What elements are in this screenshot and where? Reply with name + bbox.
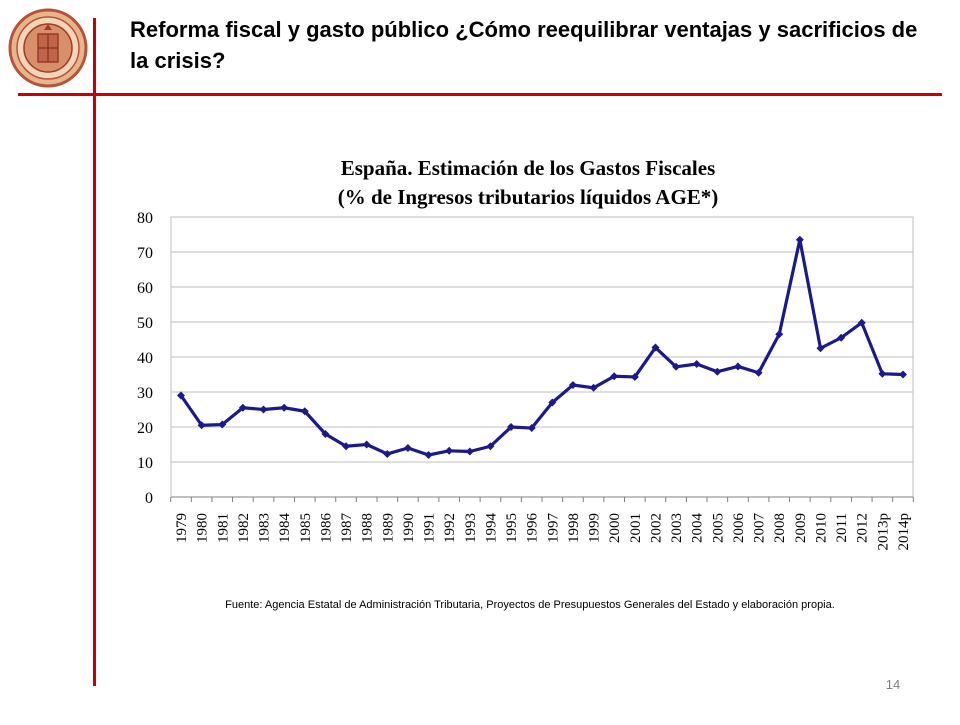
- y-tick-label-60: 60: [137, 280, 153, 297]
- x-tick-label-1999: 1999: [587, 513, 603, 543]
- x-tick-label-2007: 2007: [752, 513, 768, 544]
- data-point-1999: [589, 383, 598, 392]
- data-point-1986: [321, 430, 330, 438]
- x-tick-label-1981: 1981: [215, 513, 231, 543]
- data-point-1993: [465, 447, 474, 456]
- x-tick-label-2013p: 2013p: [875, 513, 891, 551]
- x-tick-label-1997: 1997: [545, 513, 561, 544]
- chart-subtitle: (% de Ingresos tributarios líquidos AGE*…: [338, 185, 719, 209]
- data-point-1987: [342, 442, 351, 451]
- x-tick-label-1979: 1979: [174, 513, 190, 543]
- x-tick-label-2002: 2002: [648, 513, 664, 543]
- data-point-1983: [259, 405, 268, 414]
- x-tick-label-1991: 1991: [422, 513, 438, 543]
- page-number: 14: [885, 677, 901, 692]
- x-tick-label-2003: 2003: [669, 513, 685, 543]
- y-tick-label-50: 50: [137, 315, 153, 332]
- x-tick-label-1998: 1998: [566, 513, 582, 543]
- x-tick-label-2006: 2006: [731, 513, 747, 544]
- data-point-2014p: [899, 370, 907, 379]
- x-tick-label-2000: 2000: [607, 513, 623, 543]
- data-point-2003: [672, 362, 681, 371]
- y-tick-label-0: 0: [145, 490, 153, 507]
- university-seal-logo: [8, 8, 88, 88]
- slide-title: Reforma fiscal y gasto público ¿Cómo ree…: [130, 17, 918, 73]
- x-tick-label-2005: 2005: [710, 513, 726, 543]
- x-tick-label-2011: 2011: [834, 513, 850, 542]
- data-point-1994: [486, 442, 495, 451]
- data-point-2005: [713, 367, 722, 376]
- chart-title: España. Estimación de los Gastos Fiscale…: [341, 156, 716, 180]
- data-point-2009: [795, 235, 804, 244]
- x-tick-label-1992: 1992: [442, 513, 458, 543]
- data-point-2007: [754, 368, 763, 377]
- y-tick-label-30: 30: [137, 385, 153, 402]
- data-point-2008: [775, 330, 784, 339]
- data-point-2004: [692, 360, 701, 368]
- data-point-1984: [280, 403, 289, 412]
- y-tick-label-20: 20: [137, 420, 153, 437]
- data-point-2012: [857, 318, 866, 327]
- data-point-2000: [610, 372, 619, 381]
- data-point-1979: [177, 391, 185, 400]
- x-tick-label-2010: 2010: [813, 513, 829, 543]
- x-tick-label-1988: 1988: [360, 513, 376, 543]
- data-point-1985: [300, 407, 309, 416]
- x-tick-label-1993: 1993: [463, 513, 479, 543]
- data-point-2001: [630, 372, 639, 381]
- x-tick-label-2008: 2008: [772, 513, 788, 543]
- data-point-1980: [197, 421, 206, 430]
- x-tick-label-1996: 1996: [525, 513, 541, 544]
- data-point-2011: [837, 333, 846, 342]
- horizontal-accent-rule: [18, 93, 942, 96]
- data-point-2002: [651, 343, 660, 352]
- x-tick-label-1987: 1987: [339, 513, 355, 544]
- data-point-2013p: [878, 369, 887, 378]
- x-tick-label-2009: 2009: [793, 513, 809, 543]
- x-tick-label-1982: 1982: [236, 513, 252, 543]
- x-tick-label-2004: 2004: [690, 513, 706, 544]
- source-note: Fuente: Agencia Estatal de Administració…: [225, 599, 835, 611]
- x-tick-label-1990: 1990: [401, 513, 417, 543]
- data-point-2006: [733, 362, 742, 371]
- x-tick-label-1984: 1984: [277, 513, 293, 544]
- x-tick-label-1983: 1983: [257, 513, 273, 543]
- x-tick-label-1995: 1995: [504, 513, 520, 543]
- y-tick-label-70: 70: [137, 245, 153, 262]
- data-point-1992: [445, 446, 454, 455]
- x-tick-label-1980: 1980: [195, 513, 211, 543]
- vertical-accent-rule: [93, 18, 96, 686]
- data-point-1982: [238, 403, 247, 412]
- data-point-1991: [424, 451, 433, 459]
- data-point-1997: [548, 398, 557, 407]
- data-point-1989: [383, 449, 392, 458]
- data-point-1988: [362, 440, 371, 449]
- x-tick-label-2001: 2001: [628, 513, 644, 543]
- y-tick-label-10: 10: [137, 455, 153, 472]
- y-tick-label-80: 80: [137, 210, 153, 227]
- x-tick-label-2014p: 2014p: [896, 513, 912, 551]
- data-point-1990: [403, 444, 412, 452]
- x-tick-label-2012: 2012: [855, 513, 871, 543]
- y-tick-label-40: 40: [137, 350, 153, 367]
- data-point-1981: [218, 420, 227, 429]
- data-point-1995: [507, 423, 516, 431]
- data-point-2010: [816, 344, 825, 353]
- series-line: [179, 238, 904, 457]
- x-tick-label-1985: 1985: [298, 513, 314, 543]
- x-tick-label-1989: 1989: [380, 513, 396, 543]
- data-point-1998: [568, 381, 577, 389]
- x-tick-label-1994: 1994: [483, 513, 499, 544]
- x-tick-label-1986: 1986: [318, 513, 334, 544]
- data-point-1996: [527, 424, 536, 433]
- plot-area-border: [170, 216, 914, 498]
